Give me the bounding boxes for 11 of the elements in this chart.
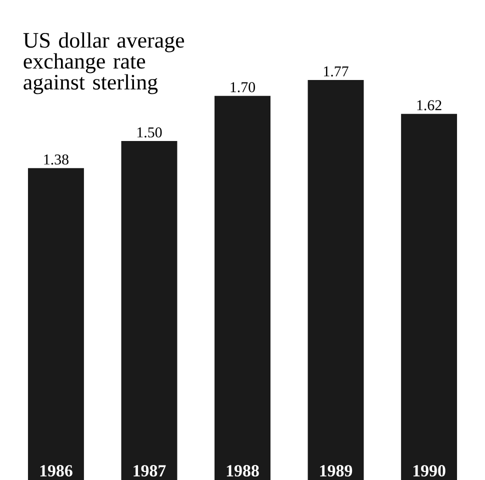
data-label: 1.50 — [137, 127, 162, 138]
chart-title: US dollar average exchange rate against sterling — [23, 32, 184, 94]
data-label: 1.38 — [44, 154, 68, 165]
data-label: 1.62 — [417, 100, 442, 110]
x-tick-label: 1990 — [413, 465, 446, 476]
x-tick-label: 1986 — [40, 465, 72, 476]
data-label: 1.70 — [230, 82, 256, 92]
x-tick-label: 1987 — [134, 465, 166, 476]
x-tick-label: 1988 — [226, 465, 259, 476]
data-label: 1.77 — [324, 66, 348, 76]
x-tick-label: 1989 — [320, 465, 352, 476]
